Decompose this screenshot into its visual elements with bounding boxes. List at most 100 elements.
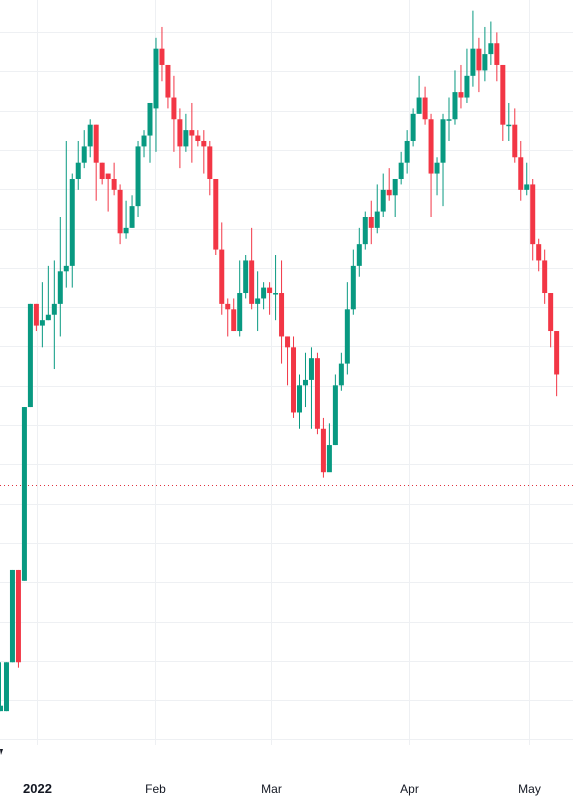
candle-body bbox=[344, 309, 350, 364]
candle-body bbox=[123, 227, 129, 234]
candle-body bbox=[452, 92, 458, 120]
candle-up bbox=[524, 162, 530, 196]
candle-up bbox=[446, 97, 452, 141]
candle-up bbox=[147, 102, 153, 163]
candle-body bbox=[506, 124, 512, 127]
candle-body bbox=[380, 189, 386, 212]
candle-body bbox=[302, 379, 308, 386]
candle-body bbox=[314, 358, 320, 429]
candle-up bbox=[398, 151, 404, 185]
candle-body bbox=[368, 217, 374, 228]
x-tick-label: Feb bbox=[145, 782, 166, 796]
candle-up bbox=[141, 130, 147, 158]
candle-body bbox=[243, 260, 249, 294]
candle-up bbox=[0, 662, 3, 712]
candle-body bbox=[530, 184, 536, 245]
candle-down bbox=[314, 352, 320, 435]
candle-body bbox=[15, 569, 21, 663]
candle-body bbox=[434, 162, 440, 174]
x-tick-label: May bbox=[518, 782, 541, 796]
x-axis: 2022 Feb Mar Apr May bbox=[23, 781, 541, 796]
candle-down bbox=[93, 124, 99, 201]
candle-body bbox=[440, 119, 446, 163]
candle-down bbox=[111, 162, 117, 196]
candle-body bbox=[398, 162, 404, 179]
candle-down bbox=[285, 336, 291, 386]
candle-down bbox=[231, 298, 237, 332]
candle-down bbox=[177, 108, 183, 169]
candle-body bbox=[219, 249, 225, 304]
candle-body bbox=[255, 298, 261, 304]
candle-body bbox=[362, 217, 368, 245]
candle-body bbox=[494, 43, 500, 65]
candle-body bbox=[500, 64, 506, 125]
candle-down bbox=[165, 64, 171, 109]
candle-body bbox=[99, 162, 105, 179]
candle-down bbox=[518, 140, 524, 201]
candle-body bbox=[93, 124, 99, 163]
candle-body bbox=[356, 244, 362, 266]
candle-body bbox=[27, 303, 33, 408]
candle-body bbox=[416, 97, 422, 114]
candle-body bbox=[159, 48, 165, 65]
candle-up bbox=[470, 10, 476, 87]
candle-down bbox=[386, 168, 392, 201]
candle-down bbox=[458, 64, 464, 109]
candle-up bbox=[416, 75, 422, 114]
candle-body bbox=[9, 569, 15, 663]
candle-up bbox=[75, 140, 81, 190]
candle-up bbox=[123, 200, 129, 239]
candle-body bbox=[338, 363, 344, 386]
candle-body bbox=[105, 173, 111, 179]
candle-body bbox=[261, 287, 267, 299]
candle-up bbox=[326, 423, 332, 473]
candle-down bbox=[225, 298, 231, 337]
candle-body bbox=[488, 43, 494, 55]
candle-up bbox=[440, 113, 446, 207]
candle-up bbox=[392, 178, 398, 217]
candle-down bbox=[542, 249, 548, 304]
candle-body bbox=[392, 178, 398, 196]
axis-corner-mark bbox=[0, 749, 3, 755]
candle-down bbox=[428, 113, 434, 217]
candle-up bbox=[39, 282, 45, 348]
candle-body bbox=[129, 206, 135, 228]
candle-body bbox=[470, 48, 476, 76]
candle-up bbox=[243, 255, 249, 299]
candle-body bbox=[542, 260, 548, 294]
x-tick-label: Mar bbox=[261, 782, 282, 796]
candle-body bbox=[428, 119, 434, 174]
candle-up bbox=[129, 195, 135, 228]
candle-down bbox=[219, 222, 225, 315]
candle-body bbox=[458, 92, 464, 98]
candle-up bbox=[410, 108, 416, 147]
candle-down bbox=[476, 37, 482, 93]
candle-down bbox=[267, 282, 273, 315]
candle-down bbox=[15, 569, 21, 668]
candle-body bbox=[237, 293, 243, 332]
candle-down bbox=[291, 336, 297, 418]
candle-body bbox=[536, 244, 542, 261]
candle-body bbox=[386, 189, 392, 196]
candle-body bbox=[374, 211, 380, 228]
candle-up bbox=[464, 48, 470, 103]
candle-up bbox=[261, 282, 267, 310]
candle-up bbox=[308, 347, 314, 429]
candle-down bbox=[99, 162, 105, 185]
candle-down bbox=[189, 102, 195, 163]
horizontal-gridlines bbox=[0, 32, 573, 740]
candle-down bbox=[368, 200, 374, 245]
candle-body bbox=[308, 358, 314, 380]
candle-body bbox=[0, 705, 3, 712]
candle-up bbox=[404, 130, 410, 174]
candle-body bbox=[350, 265, 356, 310]
candle-body bbox=[446, 119, 452, 121]
candle-body bbox=[87, 124, 93, 147]
candle-body bbox=[195, 135, 201, 141]
candle-body bbox=[422, 97, 428, 120]
candle-up bbox=[338, 352, 344, 391]
candle-down bbox=[554, 331, 560, 397]
candle-down bbox=[320, 417, 326, 478]
candle-down bbox=[117, 184, 123, 245]
